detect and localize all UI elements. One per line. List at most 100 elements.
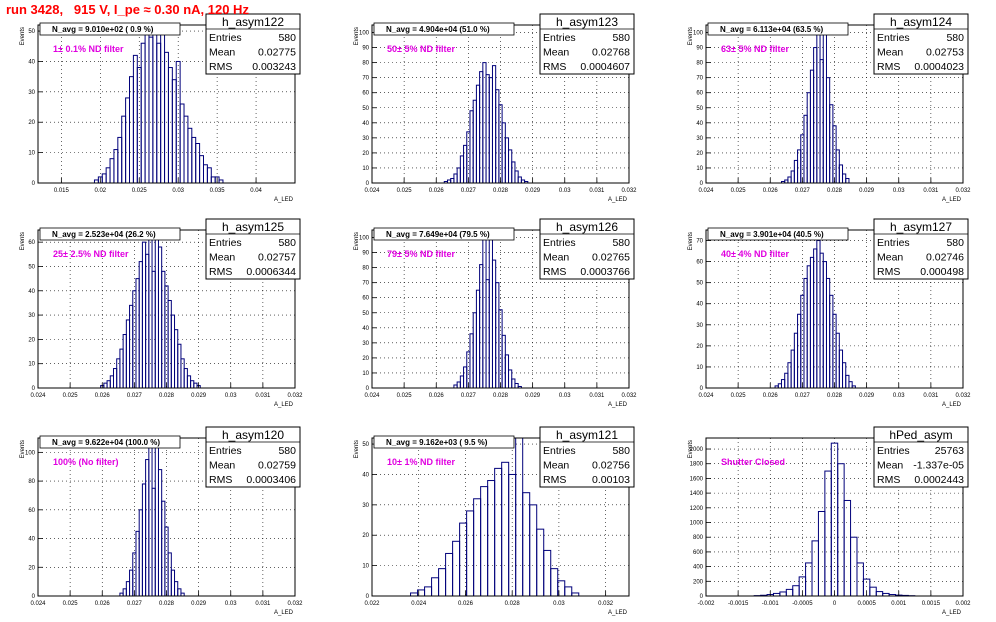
x-axis-title: A_LED xyxy=(608,402,628,408)
histogram-bar xyxy=(843,499,852,597)
stats-value-rms: 0.0003766 xyxy=(580,266,630,278)
histogram-bar xyxy=(431,577,440,597)
x-tick-label: 0.026 xyxy=(429,393,445,399)
x-tick-label: -0.0015 xyxy=(728,601,749,607)
x-tick-label: 0.028 xyxy=(827,188,843,194)
stats-value-mean: 0.02768 xyxy=(592,47,630,59)
stats-label-mean: Mean xyxy=(209,460,235,472)
navg-box xyxy=(373,22,515,36)
histogram-bar xyxy=(494,467,503,597)
x-tick-label: 0.025 xyxy=(397,393,413,399)
x-tick-label: 0.03 xyxy=(559,393,571,399)
x-tick-label: 0.025 xyxy=(731,393,747,399)
stats-value-mean: 0.02756 xyxy=(592,460,630,472)
y-tick-label: 70 xyxy=(362,76,369,82)
histogram-bar xyxy=(850,536,858,597)
y-tick-label: 80 xyxy=(362,266,369,272)
navg-text: N_avg = 7.649e+04 (79.5 %) xyxy=(386,230,490,239)
stats-value-mean: 0.02746 xyxy=(926,252,964,264)
x-tick-label: 0.025 xyxy=(397,188,413,194)
y-tick-label: 0 xyxy=(366,594,370,600)
x-tick-label: 0.029 xyxy=(191,601,207,607)
x-tick-label: 0.024 xyxy=(30,393,46,399)
x-tick-label: 0.032 xyxy=(598,601,614,607)
y-tick-label: 80 xyxy=(28,479,35,485)
x-tick-label: 0.031 xyxy=(589,188,605,194)
histogram-bar xyxy=(564,586,573,597)
stats-label-mean: Mean xyxy=(877,252,903,264)
y-tick-label: 20 xyxy=(696,151,703,157)
y-tick-label: 10 xyxy=(28,362,35,368)
histogram-bar xyxy=(105,167,111,184)
y-axis-title: Events xyxy=(20,232,26,250)
stats-value-mean: -1.337e-05 xyxy=(913,460,964,472)
histogram-bar xyxy=(167,67,173,184)
x-tick-label: 0.02 xyxy=(94,188,106,194)
filter-label: 10± 1% ND filter xyxy=(387,457,455,467)
x-tick-label: 0.032 xyxy=(621,188,637,194)
filter-label: 40± 4% ND filter xyxy=(721,249,789,259)
navg-text: N_avg = 9.622e+04 (100.0 %) xyxy=(52,438,160,447)
x-tick-label: 0.04 xyxy=(250,188,262,194)
stats-value-entries: 580 xyxy=(612,445,630,457)
histogram-bar xyxy=(160,24,166,184)
y-tick-label: 20 xyxy=(696,344,703,350)
y-tick-label: 80 xyxy=(362,61,369,67)
histogram-bar xyxy=(480,486,489,597)
stats-label-entries: Entries xyxy=(877,32,910,44)
x-tick-label: 0.0005 xyxy=(857,601,876,607)
stats-value-entries: 580 xyxy=(278,445,296,457)
y-tick-label: 0 xyxy=(32,386,36,392)
stats-label-mean: Mean xyxy=(543,252,569,264)
stats-value-entries: 580 xyxy=(612,32,630,44)
y-tick-label: 60 xyxy=(28,508,35,514)
x-tick-label: 0.027 xyxy=(461,393,477,399)
y-tick-label: 50 xyxy=(696,281,703,287)
x-tick-label: 0.029 xyxy=(525,188,541,194)
y-tick-label: 10 xyxy=(28,151,35,157)
y-tick-label: 30 xyxy=(362,136,369,142)
histogram-bar xyxy=(164,51,169,184)
x-tick-label: 0.025 xyxy=(63,393,79,399)
histogram-bar xyxy=(206,167,212,184)
x-tick-label: 0.029 xyxy=(859,393,875,399)
stats-label-entries: Entries xyxy=(543,32,576,44)
x-tick-label: 0.024 xyxy=(364,188,380,194)
histogram-bar xyxy=(515,437,524,597)
histogram-panel-h_asym123: 0.024 0.025 0.026 0.027 0.028 0.029 0.03 0.031 0… xyxy=(354,13,637,203)
y-tick-label: 80 xyxy=(696,61,703,67)
x-tick-label: 0.03 xyxy=(553,601,565,607)
y-tick-label: 70 xyxy=(696,76,703,82)
histogram-bar xyxy=(113,149,119,184)
x-tick-label: 0.024 xyxy=(364,393,380,399)
histogram-bar xyxy=(121,115,127,184)
histogram-bar xyxy=(529,504,538,597)
histogram-bar xyxy=(824,470,832,597)
histogram-bar xyxy=(452,540,461,597)
y-tick-label: 10 xyxy=(362,166,369,172)
histogram-bar xyxy=(179,103,185,184)
stats-label-entries: Entries xyxy=(877,445,910,457)
histogram-bar xyxy=(202,164,208,184)
stats-value-mean: 0.02757 xyxy=(258,252,296,264)
histogram-bar xyxy=(140,42,146,184)
filter-label: 63± 5% ND filter xyxy=(721,44,789,54)
histogram-bar xyxy=(501,461,510,597)
x-tick-label: 0.0015 xyxy=(922,601,941,607)
stats-value-entries: 25763 xyxy=(935,445,964,457)
y-tick-label: 50 xyxy=(362,442,369,448)
histogram-bar xyxy=(129,76,134,184)
y-tick-label: 1600 xyxy=(690,476,704,482)
stats-value-rms: 0.000498 xyxy=(920,266,964,278)
x-tick-label: 0.027 xyxy=(795,188,811,194)
stats-title: h_asym120 xyxy=(222,428,284,442)
x-tick-label: 0.024 xyxy=(30,601,46,607)
x-tick-label: 0.031 xyxy=(589,393,605,399)
stats-box xyxy=(539,218,635,280)
navg-text: N_avg = 6.113e+04 (63.5 %) xyxy=(720,25,824,34)
y-tick-label: 40 xyxy=(362,121,369,127)
histogram-panel-h_asym126: 0.024 0.025 0.026 0.027 0.028 0.029 0.03 0.031 0… xyxy=(354,218,637,408)
y-tick-label: 40 xyxy=(28,537,35,543)
navg-box xyxy=(39,435,181,449)
histogram-bar xyxy=(473,498,482,597)
